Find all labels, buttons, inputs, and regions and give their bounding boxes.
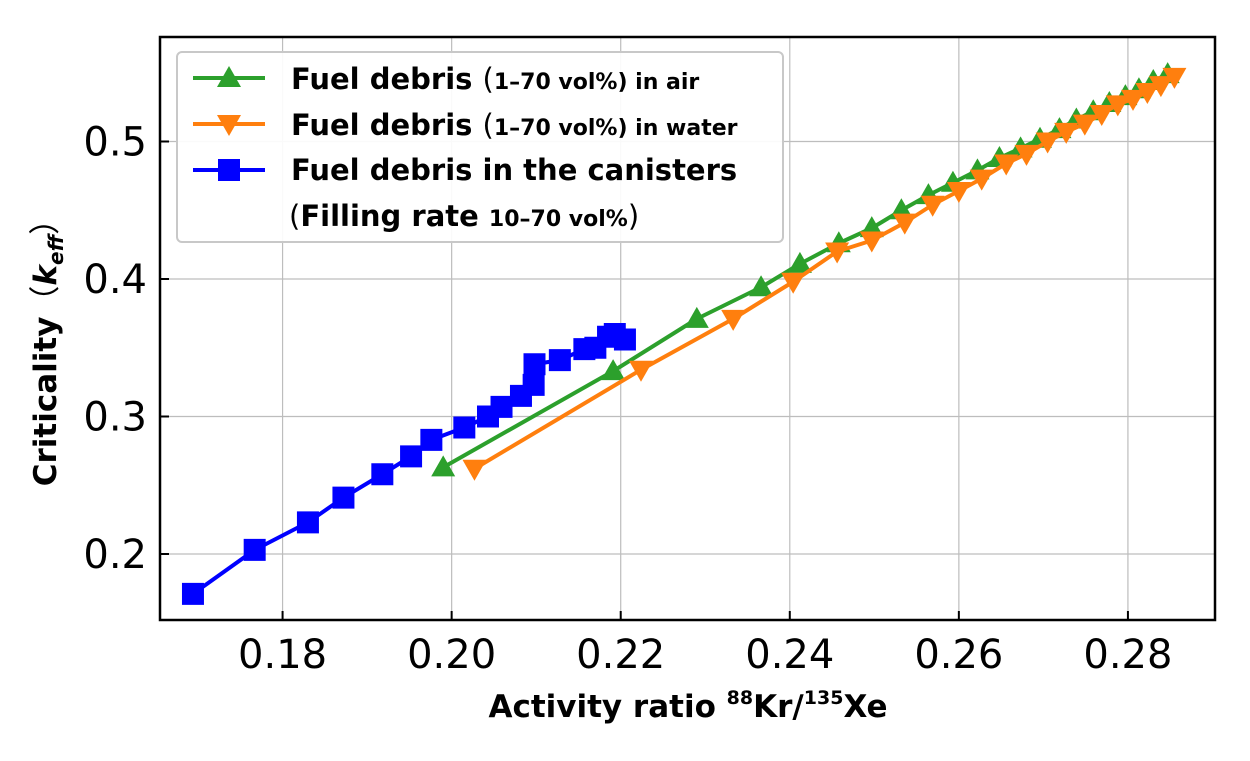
- x-axis-title-main: Activity ratio: [488, 689, 726, 725]
- data-point-water: [462, 459, 487, 481]
- legend-label-water: Fuel debris (1–70 vol%) in water: [291, 108, 738, 142]
- legend-air-paren: (: [483, 62, 494, 96]
- legend-label-canisters-line2: (Filling rate 10–70 vol%): [289, 199, 639, 233]
- legend-marker-canisters: [218, 159, 240, 181]
- data-point-water: [994, 154, 1019, 176]
- data-point-canisters: [371, 463, 394, 486]
- data-point-canisters: [420, 428, 443, 451]
- x-tick-label: 0.22: [576, 632, 665, 678]
- legend-canisters-paren-open: (: [289, 199, 300, 233]
- x-axis-title-sup-88: 88: [727, 687, 753, 709]
- axis-ticks: 0.18 0.20 0.22 0.24 0.26 0.28 0.2 0.3 0.4 0.5: [83, 120, 1172, 679]
- data-point-water: [1072, 114, 1097, 136]
- legend-water-paren: (: [483, 108, 494, 142]
- data-point-canisters: [522, 373, 545, 396]
- data-point-water: [1014, 144, 1039, 166]
- data-point-water: [1121, 89, 1146, 111]
- y-axis-title-symbol: k: [28, 263, 64, 286]
- x-tick-label: 0.20: [407, 632, 496, 678]
- y-axis-title: Criticality（keff）: [28, 204, 68, 487]
- data-point-air: [749, 275, 774, 297]
- legend-label-air: Fuel debris (1–70 vol%) in air: [291, 62, 699, 96]
- x-tick-label: 0.18: [238, 632, 327, 678]
- legend-canisters-part3: 10–70 vol%: [489, 207, 628, 232]
- x-tick-label: 0.24: [745, 632, 834, 678]
- x-axis-title: Activity ratio 88Kr/135Xe: [488, 687, 887, 725]
- data-point-water: [946, 182, 971, 203]
- data-point-canisters: [453, 416, 476, 439]
- plot-series: [181, 62, 1187, 605]
- data-point-canisters: [296, 511, 319, 534]
- x-tick-label: 0.26: [914, 632, 1003, 678]
- data-point-water: [825, 242, 850, 264]
- series-canisters: [181, 323, 636, 605]
- series-water: [462, 67, 1187, 481]
- data-point-water: [1162, 67, 1187, 89]
- x-tick-label: 0.28: [1083, 632, 1172, 678]
- data-point-air: [787, 251, 812, 273]
- data-point-air: [601, 359, 626, 381]
- legend-canisters-paren-close: ): [628, 199, 639, 233]
- y-tick-label: 0.4: [83, 257, 147, 303]
- data-point-canisters: [490, 395, 513, 418]
- data-point-water: [1054, 122, 1079, 144]
- legend-water-part2: 1–70 vol%) in water: [494, 116, 738, 141]
- data-point-water: [629, 360, 654, 382]
- data-point-canisters: [332, 486, 355, 509]
- y-axis-title-sub: eff: [44, 232, 68, 265]
- legend: Fuel debris (1–70 vol%) in air Fuel debr…: [176, 51, 784, 243]
- data-point-canisters: [613, 328, 636, 351]
- legend-air-part1: Fuel debris: [291, 62, 483, 96]
- plot-frame: [158, 35, 1217, 622]
- data-point-air: [684, 306, 709, 328]
- y-tick-label: 0.3: [83, 395, 147, 441]
- legend-swatches: [193, 66, 265, 181]
- legend-marker-water: [217, 115, 241, 136]
- y-tick-label: 0.5: [83, 120, 147, 166]
- legend-canisters-part2: Filling rate: [300, 199, 489, 233]
- data-point-water: [1105, 95, 1130, 117]
- x-axis-title-sup-135: 135: [804, 687, 844, 709]
- y-tick-label: 0.2: [83, 532, 147, 578]
- legend-canisters-part1: Fuel debris in the canisters: [291, 153, 737, 187]
- data-point-water: [859, 231, 884, 253]
- data-point-canisters: [181, 582, 204, 605]
- data-point-water: [920, 195, 945, 217]
- data-point-air: [431, 455, 456, 477]
- legend-label-canisters: Fuel debris in the canisters: [291, 153, 737, 187]
- legend-box: [176, 51, 784, 243]
- data-point-water: [969, 169, 994, 191]
- y-axis-title-main: Criticality: [28, 317, 64, 487]
- data-point-water: [721, 309, 746, 331]
- data-point-water: [1135, 83, 1160, 104]
- data-point-water: [781, 272, 806, 294]
- x-axis-title-xe: Xe: [843, 689, 887, 725]
- data-point-water: [1035, 132, 1060, 154]
- legend-marker-air: [217, 66, 241, 87]
- data-point-canisters: [548, 349, 571, 372]
- legend-water-part1: Fuel debris: [291, 108, 483, 142]
- x-axis-title-kr: Kr/: [753, 689, 804, 725]
- data-point-water: [892, 213, 917, 235]
- legend-air-part2: 1–70 vol%) in air: [494, 70, 700, 95]
- data-point-water: [1089, 105, 1114, 126]
- y-axis-title-paren-close: ）: [28, 204, 64, 235]
- data-point-canisters: [243, 538, 266, 561]
- data-point-water: [1148, 76, 1173, 98]
- data-point-canisters: [400, 445, 423, 468]
- data-point-canisters: [523, 353, 546, 376]
- y-axis-title-paren-open: （: [28, 286, 64, 317]
